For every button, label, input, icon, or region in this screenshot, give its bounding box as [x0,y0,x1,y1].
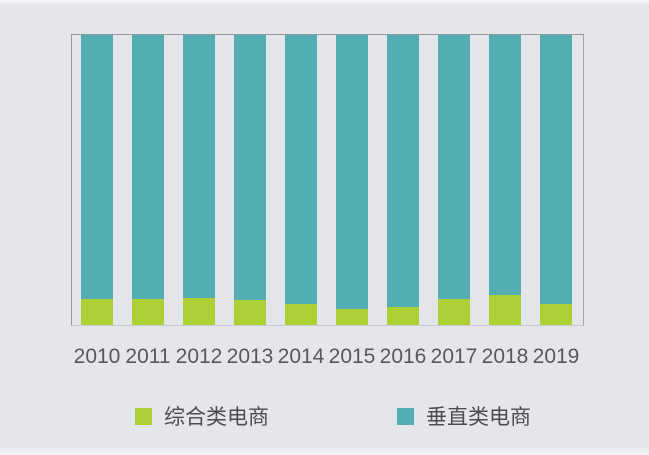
bar-2010 [81,35,113,325]
segment-vertical-ecommerce [81,35,113,299]
segment-vertical-ecommerce [540,35,572,305]
x-tick-label: 2011 [125,345,171,368]
legend-swatch-vertical [397,407,414,425]
segment-comprehensive-ecommerce [387,307,419,325]
bar-2014 [285,35,317,325]
x-tick-label: 2017 [430,345,478,368]
segment-vertical-ecommerce [285,35,317,304]
x-tick-label: 2010 [73,345,121,368]
segment-comprehensive-ecommerce [489,294,521,325]
segment-vertical-ecommerce [234,35,266,301]
legend-label: 垂直类电商 [426,406,531,429]
bar-2017 [438,35,470,325]
bar-2015 [336,35,368,325]
segment-comprehensive-ecommerce [285,303,317,325]
legend-label: 综合类电商 [164,406,269,429]
segment-comprehensive-ecommerce [234,300,266,325]
x-tick-label: 2013 [226,345,274,368]
legend-swatch-comprehensive [135,407,152,425]
x-tick-label: 2014 [277,345,325,368]
bar-2019 [540,35,572,325]
segment-comprehensive-ecommerce [540,304,572,325]
plot-area [71,34,584,326]
segment-vertical-ecommerce [438,35,470,300]
x-tick-label: 2012 [175,345,223,368]
bar-2013 [234,35,266,325]
segment-comprehensive-ecommerce [183,297,215,325]
bar-2011 [132,35,164,325]
bar-2012 [183,35,215,325]
legend-item-vertical-ecommerce: 垂直类电商 [397,401,531,431]
segment-comprehensive-ecommerce [438,299,470,325]
x-tick-label: 2018 [481,345,529,368]
x-tick-label: 2016 [379,345,427,368]
segment-vertical-ecommerce [336,35,368,310]
x-axis-labels: 2010 2011 2012 2013 2014 2015 2016 2017 2018 2019 [71,345,584,369]
bars [72,35,583,325]
bar-2018 [489,35,521,325]
segment-vertical-ecommerce [489,35,521,295]
segment-comprehensive-ecommerce [336,309,368,325]
legend-item-comprehensive-ecommerce: 综合类电商 [135,401,269,431]
x-tick-label: 2019 [532,345,580,368]
segment-comprehensive-ecommerce [81,298,113,325]
segment-comprehensive-ecommerce [132,299,164,325]
segment-vertical-ecommerce [132,35,164,300]
bar-2016 [387,35,419,325]
segment-vertical-ecommerce [387,35,419,308]
x-tick-label: 2015 [328,345,376,368]
segment-vertical-ecommerce [183,35,215,298]
